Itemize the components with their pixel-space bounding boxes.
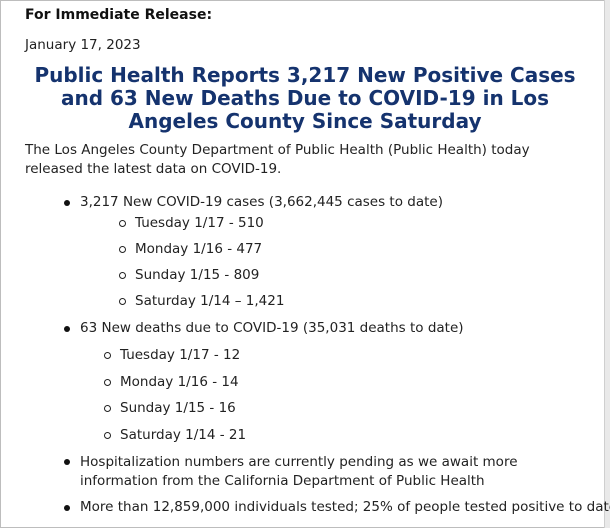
scrollbar[interactable] [604,0,610,528]
cases-day-item: Monday 1/16 - 477 [118,241,263,257]
hospitalization-bullet: Hospitalization numbers are currently pe… [64,453,570,491]
cases-bullet: 3,217 New COVID-19 cases (3,662,445 case… [64,194,443,210]
deaths-day-item: Saturday 1/14 - 21 [103,427,247,443]
release-label: For Immediate Release: [25,7,213,23]
headline: Public Health Reports 3,217 New Positive… [34,63,576,133]
deaths-bullet: 63 New deaths due to COVID-19 (35,031 de… [64,320,464,336]
intro-paragraph: The Los Angeles County Department of Pub… [25,142,530,177]
deaths-day-item: Monday 1/16 - 14 [104,374,239,390]
cases-day-item: Sunday 1/15 - 809 [118,267,260,283]
deaths-day-item: Sunday 1/15 - 16 [104,400,236,416]
testing-bullet: More than 12,859,000 individuals tested;… [63,499,610,515]
release-date: January 17, 2023 [25,37,141,53]
cases-day-item: Saturday 1/14 – 1,421 [118,293,285,309]
deaths-day-item: Tuesday 1/17 - 12 [103,347,241,363]
cases-day-item: Tuesday 1/17 - 510 [119,215,264,231]
